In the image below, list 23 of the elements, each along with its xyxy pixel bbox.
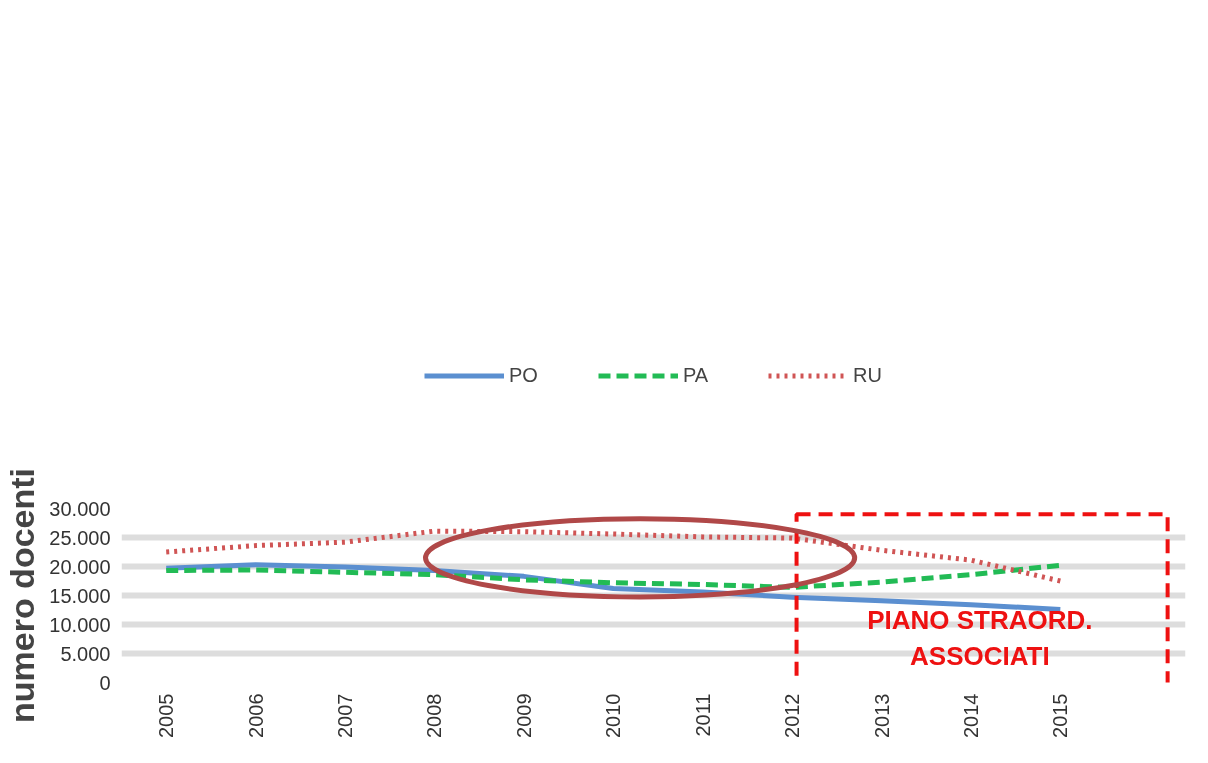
annotation: PIANO STRAORD. ASSOCIATI xyxy=(867,604,1093,671)
y-tick-label: 20.000 xyxy=(49,555,111,578)
x-tick-label: 2007 xyxy=(334,693,357,738)
x-tick-label: 2011 xyxy=(691,693,714,737)
x-tick-label: 2013 xyxy=(870,693,893,738)
y-tick-label: 5.000 xyxy=(60,642,111,665)
x-tick-label: 2005 xyxy=(155,693,178,738)
y-tick-label: 0 xyxy=(99,671,111,694)
y-tick-label: 25.000 xyxy=(49,526,111,549)
x-tick-label: 2006 xyxy=(244,693,267,738)
legend-label: PA xyxy=(682,363,709,387)
x-tick-label: 2010 xyxy=(602,693,625,738)
y-tick-label: 15.000 xyxy=(49,584,111,607)
y-axis-title: numero docenti xyxy=(3,467,42,724)
y-tick-label: 30.000 xyxy=(49,497,111,520)
legend-label: RU xyxy=(853,363,882,387)
x-tick-label: 2012 xyxy=(781,693,804,738)
x-tick-label: 2015 xyxy=(1049,693,1072,738)
x-tick-label: 2009 xyxy=(512,693,535,738)
legend-label: PO xyxy=(509,363,538,387)
x-tick-label: 2014 xyxy=(959,693,982,738)
x-tick-label: 2008 xyxy=(423,693,446,738)
y-tick-label: 10.000 xyxy=(49,613,111,636)
